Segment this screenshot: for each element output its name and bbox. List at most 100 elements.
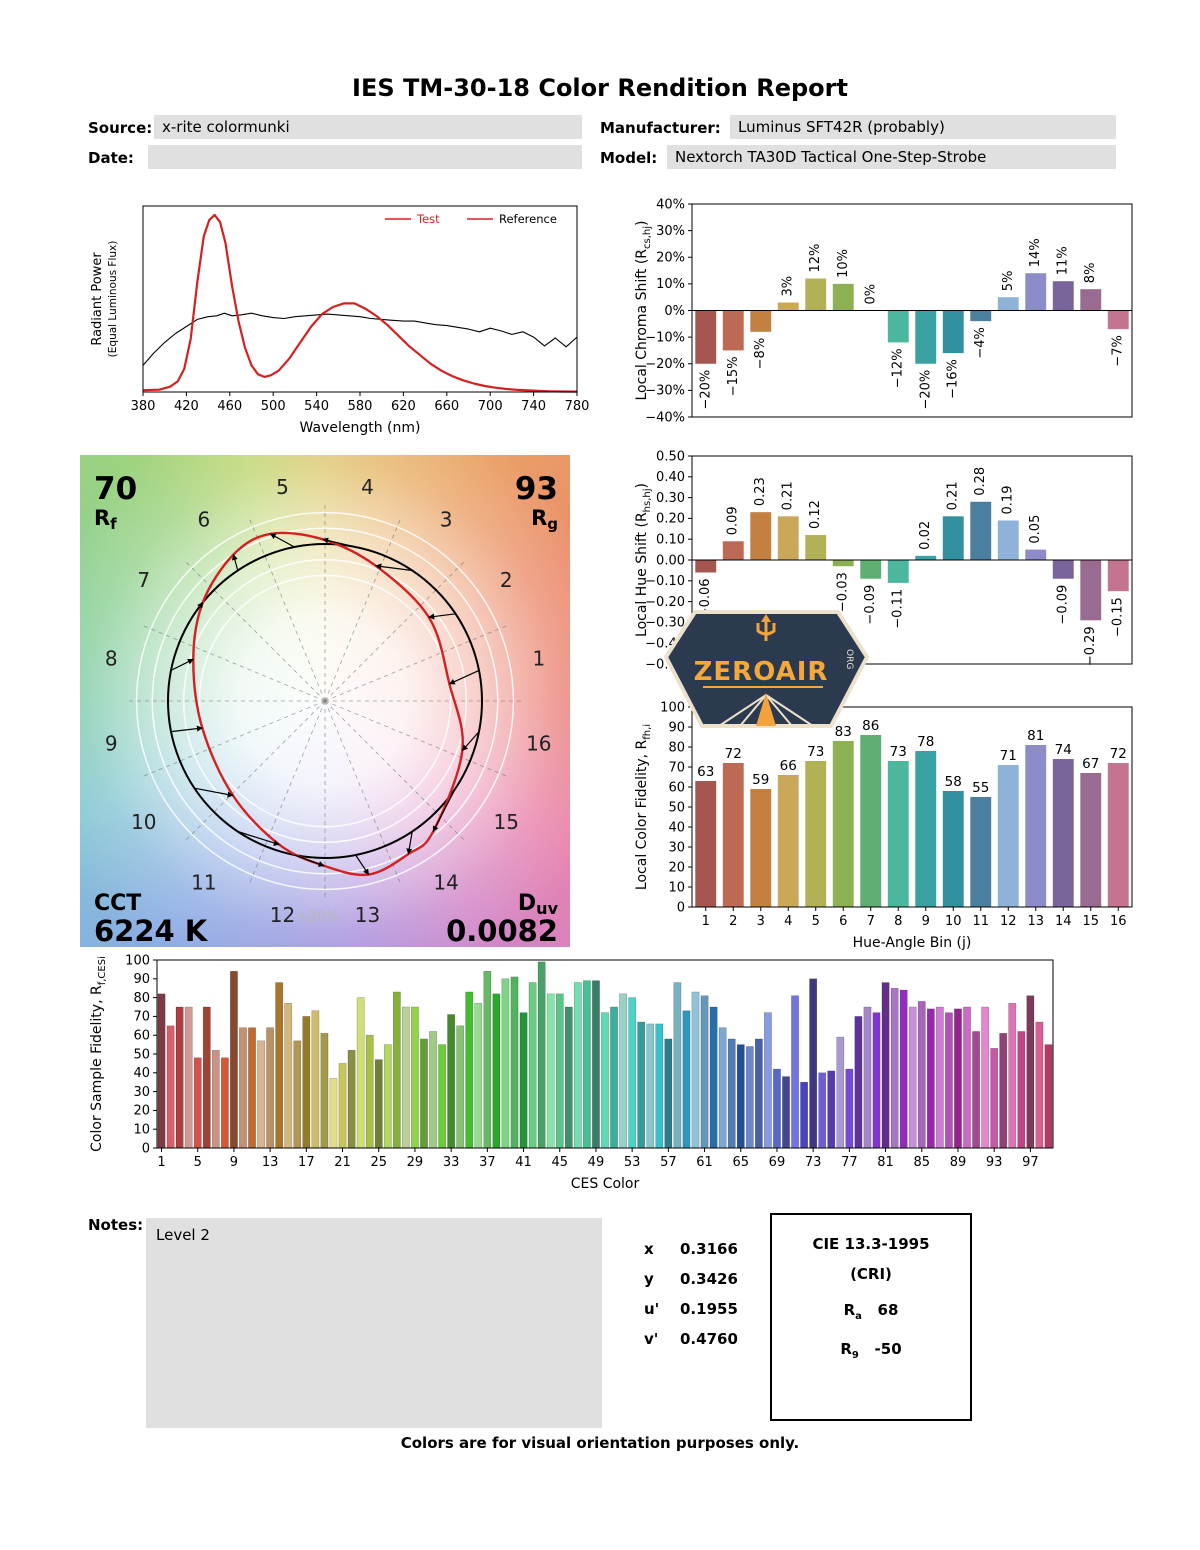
svg-text:−40%: −40% [645,410,685,425]
svg-text:780: 780 [565,399,590,414]
watermark-rays [718,694,814,727]
cri-box: CIE 13.3-1995 (CRI) Ra 68 R9 -50 [770,1213,972,1421]
svg-text:−0.15: −0.15 [1111,597,1126,637]
svg-text:−0.10: −0.10 [645,574,685,589]
svg-text:66: 66 [780,758,797,774]
svg-text:73: 73 [805,1155,822,1170]
svg-text:0.12: 0.12 [808,500,823,529]
svg-text:−20%: −20% [918,370,933,410]
svg-text:11: 11 [191,870,216,894]
manufacturer-value: Luminus SFT42R (probably) [730,115,1116,139]
svg-text:−20%: −20% [645,357,685,372]
cri-subtitle: (CRI) [850,1265,892,1283]
chromaticity-x-label: x [644,1240,654,1258]
svg-text:−15%: −15% [726,356,741,396]
svg-text:Test: Test [416,212,440,226]
svg-text:+20%: +20% [297,909,340,925]
svg-text:420: 420 [174,399,199,414]
svg-text:−0.03: −0.03 [836,572,851,612]
svg-text:620: 620 [391,399,416,414]
svg-text:Local Chroma Shift (Rcs,hj): Local Chroma Shift (Rcs,hj) [634,220,653,400]
svg-text:Reference: Reference [499,212,557,226]
svg-text:86: 86 [862,718,879,734]
svg-text:11%: 11% [1056,246,1071,275]
svg-text:460: 460 [217,399,242,414]
svg-text:2: 2 [729,914,737,929]
cri-ra-symbol: R [843,1301,856,1319]
svg-text:16: 16 [1110,914,1127,929]
color-vector-graphic: 1 2 3 4 5 6 7 8 9 10 11 12 13 14 15 16 +20% 70 Rf 93 Rg CCT 62… [80,455,570,948]
zeroair-watermark-logo: ZEROAIR ORG [664,610,869,728]
svg-text:13: 13 [1027,914,1044,929]
svg-text:9: 9 [922,914,930,929]
svg-text:1: 1 [157,1155,165,1170]
chromaticity-row-y: y 0.3426 [644,1270,738,1300]
svg-text:0: 0 [142,1141,150,1156]
svg-text:−10%: −10% [645,330,685,345]
svg-text:−0.09: −0.09 [863,585,878,625]
svg-text:CCT: CCT [94,891,141,916]
svg-text:29: 29 [407,1155,424,1170]
svg-text:20%: 20% [656,251,685,266]
notes-box: Level 2 [146,1218,602,1428]
notes-label: Notes: [88,1216,144,1234]
svg-text:0.00: 0.00 [656,553,685,568]
svg-text:Color Sample Fidelity, Rf,CESi: Color Sample Fidelity, Rf,CESi [89,956,108,1152]
svg-text:−0.30: −0.30 [645,616,685,631]
svg-text:40: 40 [133,1066,150,1081]
svg-text:53: 53 [624,1155,641,1170]
svg-text:3: 3 [757,914,765,929]
svg-text:6: 6 [839,914,847,929]
svg-text:60: 60 [133,1029,150,1044]
svg-text:Rf: Rf [94,506,117,533]
manufacturer-label: Manufacturer: [600,119,721,137]
svg-text:Local Hue Shift (Rhs,hj): Local Hue Shift (Rhs,hj) [634,483,653,637]
svg-text:72: 72 [725,746,742,762]
svg-text:90: 90 [133,972,150,987]
svg-text:0%: 0% [664,304,685,319]
chromaticity-y-label: y [644,1270,654,1288]
cri-standard: CIE 13.3-1995 [812,1235,930,1253]
svg-text:580: 580 [348,399,373,414]
svg-text:13: 13 [262,1155,279,1170]
svg-text:2: 2 [500,568,513,592]
svg-text:0.21: 0.21 [781,481,796,510]
svg-text:3: 3 [440,508,453,532]
svg-text:60: 60 [668,780,685,795]
svg-text:−0.09: −0.09 [1056,585,1071,625]
svg-text:80: 80 [668,740,685,755]
svg-text:58: 58 [945,774,962,790]
svg-text:10%: 10% [656,277,685,292]
chromaticity-y-value: 0.3426 [680,1270,738,1288]
svg-text:Radiant Power: Radiant Power [90,252,105,346]
svg-text:67: 67 [1082,756,1099,772]
svg-text:65: 65 [732,1155,749,1170]
svg-text:90: 90 [668,720,685,735]
svg-text:13: 13 [355,903,380,927]
svg-text:0.02: 0.02 [918,521,933,550]
svg-text:72: 72 [1110,746,1127,762]
svg-text:−0.06: −0.06 [698,578,713,618]
svg-text:70: 70 [668,760,685,775]
svg-text:0.21: 0.21 [946,481,961,510]
svg-text:540: 540 [304,399,329,414]
svg-text:CES Color: CES Color [571,1176,640,1192]
svg-text:40%: 40% [656,197,685,212]
svg-text:63: 63 [697,764,714,780]
svg-text:6: 6 [198,508,211,532]
svg-text:45: 45 [551,1155,568,1170]
spectral-power-distribution-chart: 380 420 460 500 540 580 620 660 700 740 780 Wavelen… [90,205,589,436]
svg-text:89: 89 [950,1155,967,1170]
svg-text:−20%: −20% [698,370,713,410]
svg-text:0%: 0% [863,284,878,305]
svg-text:4: 4 [784,914,792,929]
cri-r9-row: R9 -50 [772,1340,970,1361]
svg-text:10%: 10% [836,249,851,278]
svg-text:0.0082: 0.0082 [446,914,558,948]
source-label: Source: [88,119,153,137]
svg-text:Hue-Angle Bin (j): Hue-Angle Bin (j) [853,935,972,951]
svg-text:50: 50 [668,800,685,815]
svg-text:61: 61 [696,1155,713,1170]
date-label: Date: [88,149,134,167]
svg-text:20: 20 [668,860,685,875]
